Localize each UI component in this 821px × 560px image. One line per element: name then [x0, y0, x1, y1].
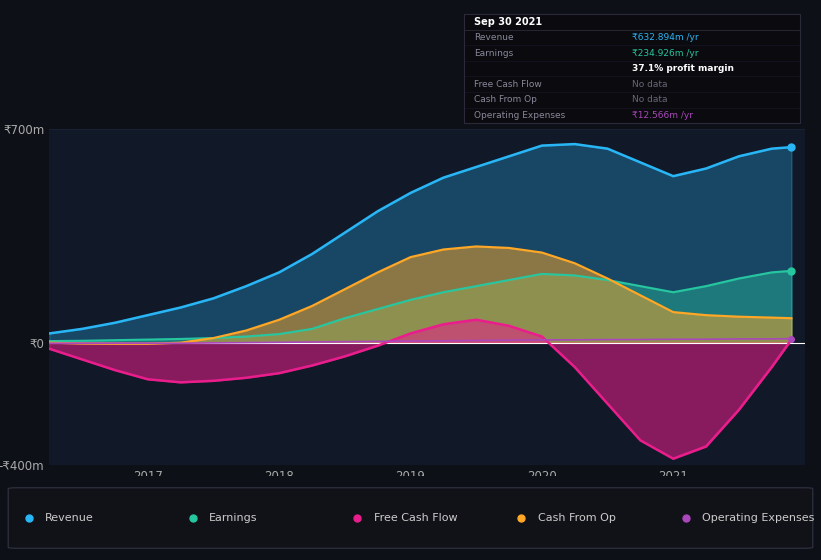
Text: ₹12.566m /yr: ₹12.566m /yr: [632, 111, 693, 120]
Text: Revenue: Revenue: [45, 513, 94, 523]
Text: No data: No data: [632, 95, 667, 104]
Text: No data: No data: [632, 80, 667, 88]
Text: ₹632.894m /yr: ₹632.894m /yr: [632, 33, 699, 42]
Text: Cash From Op: Cash From Op: [538, 513, 616, 523]
Text: Sep 30 2021: Sep 30 2021: [474, 17, 542, 27]
Text: ₹234.926m /yr: ₹234.926m /yr: [632, 49, 699, 58]
Text: Free Cash Flow: Free Cash Flow: [374, 513, 457, 523]
Text: Operating Expenses: Operating Expenses: [474, 111, 565, 120]
Text: Earnings: Earnings: [209, 513, 258, 523]
Text: Revenue: Revenue: [474, 33, 514, 42]
Text: 37.1% profit margin: 37.1% profit margin: [632, 64, 734, 73]
Text: Cash From Op: Cash From Op: [474, 95, 537, 104]
Text: Free Cash Flow: Free Cash Flow: [474, 80, 542, 88]
FancyBboxPatch shape: [8, 488, 813, 548]
Text: Operating Expenses: Operating Expenses: [702, 513, 814, 523]
Text: Earnings: Earnings: [474, 49, 513, 58]
